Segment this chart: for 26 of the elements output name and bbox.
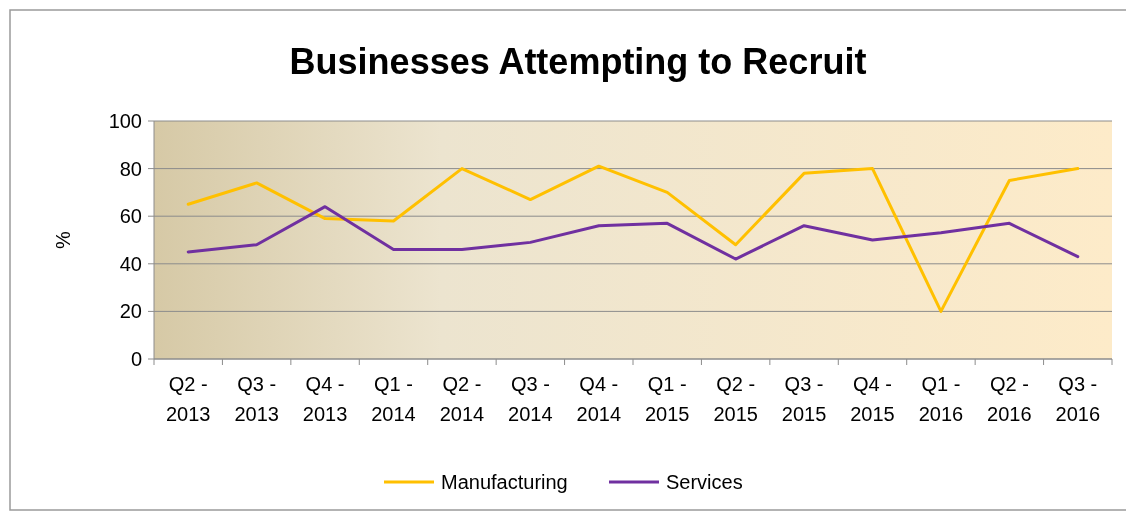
line-series <box>186 164 1080 313</box>
x-tick-label: Q2 - 2013 <box>165 373 211 425</box>
x-tick-label: Q2 - 2016 <box>987 373 1032 425</box>
x-tick-label: Q4 - 2015 <box>850 373 895 425</box>
x-tick-label: Q1 - 2015 <box>644 373 690 425</box>
x-tick-label: Q1 - 2014 <box>371 373 416 425</box>
y-tick-label: 80 <box>119 157 142 180</box>
x-tick-label: Q1 - 2016 <box>918 373 964 425</box>
y-tick-label: 100 <box>108 110 142 132</box>
x-tick-label: Q3 - 2015 <box>781 373 827 425</box>
y-axis-title: % <box>52 230 74 249</box>
line-series <box>186 205 1080 261</box>
legend-label: Services <box>666 471 743 493</box>
legend-label: Manufacturing <box>441 471 568 493</box>
x-tick-label: Q3 - 2016 <box>1055 373 1101 425</box>
x-tick-label: Q3 - 2014 <box>508 373 553 425</box>
y-tick-label: 40 <box>119 252 142 275</box>
chart-title: Businesses Attempting to Recruit <box>289 41 867 82</box>
y-tick-label: 0 <box>130 348 142 370</box>
x-tick-label: Q3 - 2013 <box>234 373 279 425</box>
y-tick-label: 20 <box>119 300 142 323</box>
x-tick-label: Q4 - 2014 <box>576 373 622 425</box>
y-tick-label: 60 <box>119 205 142 228</box>
x-tick-label: Q4 - 2013 <box>302 373 348 425</box>
x-tick-label: Q2 - 2015 <box>713 373 758 425</box>
x-tick-label: Q2 - 2014 <box>439 373 485 425</box>
